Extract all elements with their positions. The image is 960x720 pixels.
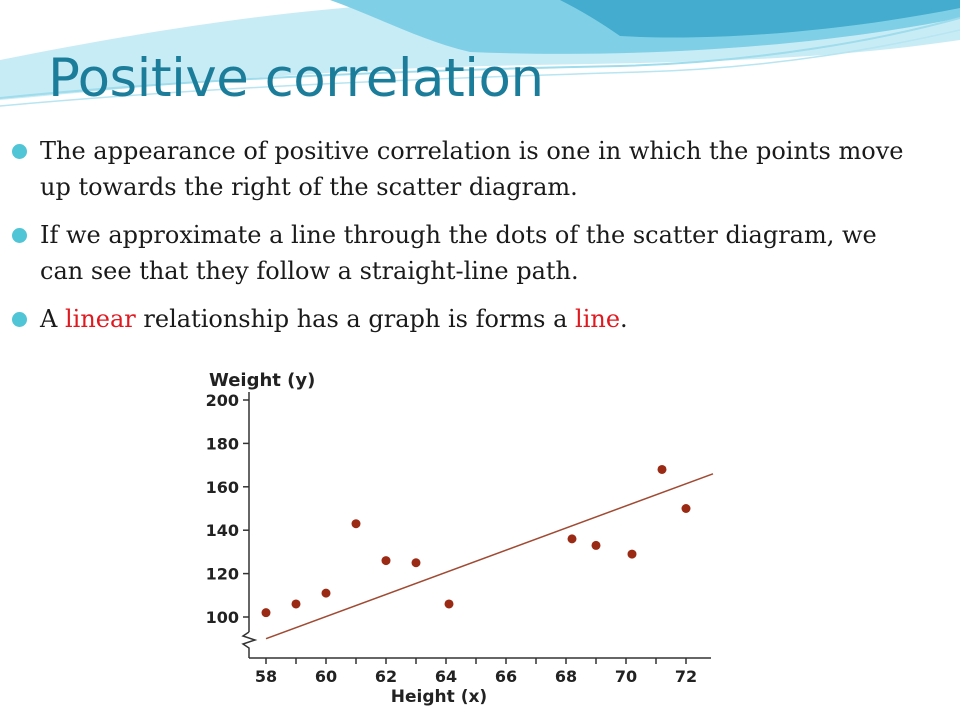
data-point [381, 556, 391, 566]
y-axis-break [241, 631, 258, 658]
bullet-dot-icon [12, 312, 27, 327]
bullet-text: relationship has a graph is forms a [135, 305, 576, 333]
wave-dark [560, 0, 960, 38]
y-tick-label: 140 [206, 521, 239, 540]
data-point [321, 588, 331, 598]
slide-title: Positive correlation [48, 48, 544, 109]
scatter-chart: 100 120 140 160 180 200 58 60 62 64 66 68 70 72 Weight… [206, 370, 714, 707]
y-tick-label: 180 [206, 434, 239, 453]
x-tick-label: 72 [675, 667, 697, 686]
x-tick-label: 66 [495, 667, 517, 686]
bullet-text: A [40, 305, 65, 333]
data-point [591, 540, 601, 550]
bullet-text: . [620, 305, 628, 333]
bullet-text: If we approximate a line through the dot… [40, 221, 877, 285]
data-point [657, 464, 667, 474]
y-axis-label: Weight (y) [209, 370, 315, 391]
highlight-line: line [575, 305, 621, 333]
data-point [351, 519, 361, 529]
bullet-item: If we approximate a line through the dot… [12, 217, 912, 289]
y-tick-label: 200 [206, 391, 239, 410]
bullet-list: The appearance of positive correlation i… [12, 133, 912, 349]
wave-line-2 [0, 29, 960, 107]
y-tick-label: 100 [206, 608, 239, 627]
bullet-item: A linear relationship has a graph is for… [12, 301, 912, 337]
x-tick-label: 58 [255, 667, 277, 686]
y-tick-label: 160 [206, 478, 239, 497]
data-point [261, 608, 271, 618]
bullet-dot-icon [12, 144, 27, 159]
x-tick-label: 70 [615, 667, 637, 686]
x-tick-label: 62 [375, 667, 397, 686]
bullet-text: The appearance of positive correlation i… [40, 137, 904, 201]
x-tick-label: 64 [435, 667, 457, 686]
bullet-dot-icon [12, 228, 27, 243]
x-tick-label: 68 [555, 667, 577, 686]
data-point [681, 504, 691, 513]
data-point [411, 558, 421, 568]
data-point [444, 599, 454, 609]
highlight-linear: linear [64, 305, 136, 333]
wave-line-1 [0, 17, 960, 99]
x-tick-label: 60 [315, 667, 337, 686]
bullet-item: The appearance of positive correlation i… [12, 133, 912, 205]
trend-line [265, 473, 714, 640]
y-tick-label: 120 [206, 565, 239, 584]
data-point [291, 599, 301, 609]
data-point [567, 534, 577, 544]
data-point [627, 549, 637, 559]
x-axis-label: Height (x) [391, 687, 487, 707]
header-wave-decoration [0, 0, 960, 107]
